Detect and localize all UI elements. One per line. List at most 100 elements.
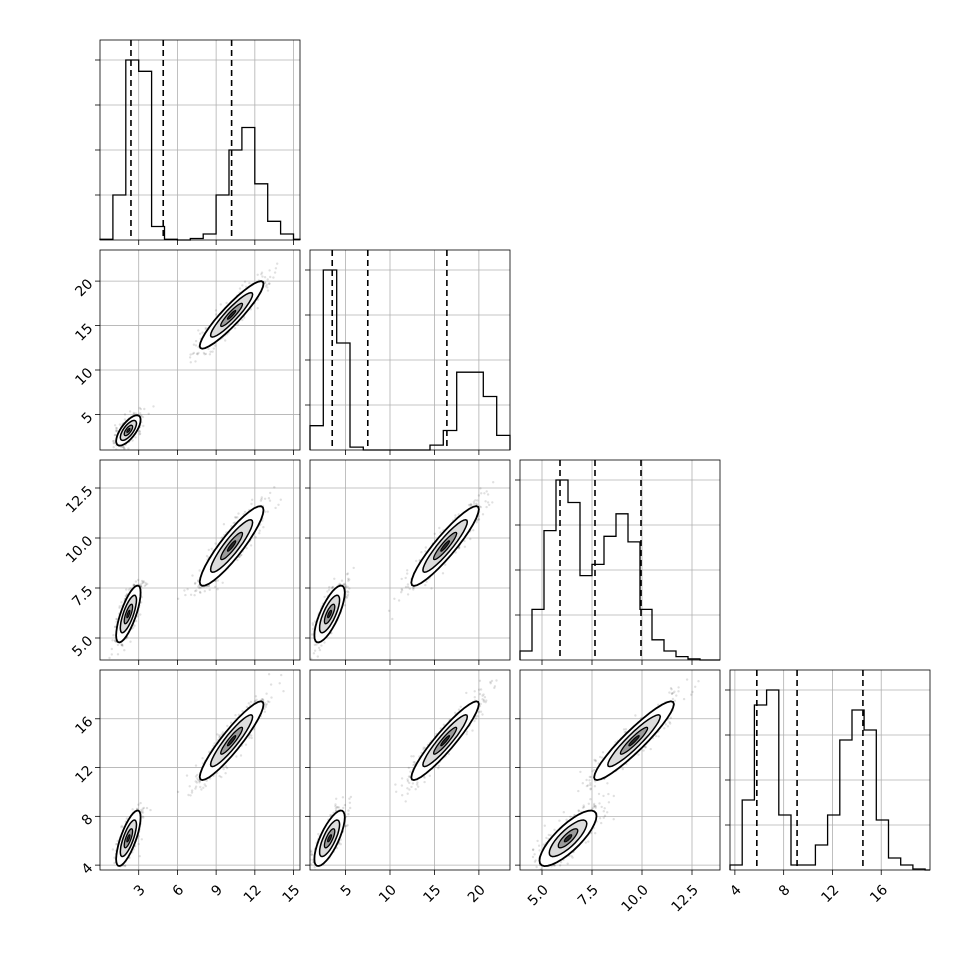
sample-point [412, 586, 415, 589]
x-tick-label: 3 [131, 882, 149, 900]
contour-core [226, 540, 237, 552]
sample-point [113, 433, 117, 437]
sample-point [243, 510, 247, 514]
sample-point [269, 491, 272, 495]
sample-point [250, 736, 253, 740]
sample-point [199, 785, 202, 789]
sample-point [127, 588, 131, 591]
sample-point [346, 585, 349, 588]
sample-point [387, 609, 391, 612]
contour-core [126, 833, 131, 843]
sample-point [142, 806, 146, 810]
sample-point [113, 424, 117, 427]
sample-point [251, 498, 254, 501]
x-tick-label: 10 [376, 882, 400, 906]
sample-point [240, 553, 243, 557]
sample-point [479, 487, 482, 490]
sample-point [408, 781, 411, 785]
sample-point [189, 794, 192, 797]
sample-point [177, 597, 180, 600]
sample-point [256, 307, 259, 310]
sample-point [310, 633, 314, 636]
sample-point [439, 531, 442, 534]
sample-point [400, 577, 403, 581]
sample-point [342, 806, 345, 810]
sample-point [412, 586, 415, 589]
sample-point [144, 583, 148, 586]
sample-point [433, 532, 436, 535]
sample-point [140, 579, 144, 583]
sample-point [447, 752, 450, 756]
sample-point [123, 413, 127, 416]
sample-point [137, 835, 141, 838]
sample-point [238, 287, 242, 290]
sample-point [133, 624, 136, 627]
sample-point [475, 521, 478, 524]
sample-point [344, 586, 348, 589]
sample-point [205, 554, 209, 558]
sample-point [310, 853, 313, 856]
sample-point [144, 581, 147, 585]
sample-point [264, 703, 267, 707]
y-tick-label: 15 [72, 321, 96, 345]
sample-point [194, 764, 198, 767]
sample-point [333, 577, 336, 580]
sample-point [260, 698, 264, 701]
sample-point [312, 652, 316, 655]
sample-point [134, 436, 137, 439]
sample-point [141, 809, 144, 812]
sample-point [141, 415, 145, 419]
sample-point [134, 412, 137, 415]
sample-point [313, 643, 316, 647]
sample-point [406, 593, 410, 596]
x-tick-label: 8 [776, 882, 794, 900]
sample-point [190, 789, 194, 792]
sample-point [185, 774, 189, 777]
sample-point [475, 502, 478, 505]
sample-point [477, 494, 481, 497]
sample-point [142, 424, 145, 428]
sample-point [115, 426, 118, 430]
sample-point [229, 721, 233, 724]
contour-core [126, 427, 131, 433]
sample-point [120, 826, 123, 829]
sample-point [316, 655, 319, 658]
sample-point [491, 501, 494, 504]
sample-point [139, 613, 142, 616]
sample-point [232, 521, 235, 525]
sample-point [237, 512, 240, 515]
sample-point [320, 644, 323, 647]
sample-point [260, 273, 263, 276]
sample-point [201, 331, 204, 334]
sample-point [267, 282, 271, 285]
sample-point [347, 809, 350, 812]
sample-point [477, 518, 481, 521]
sample-point [140, 414, 143, 418]
sample-point [198, 586, 201, 590]
sample-point [134, 619, 138, 623]
sample-point [239, 754, 243, 757]
sample-point [194, 581, 197, 585]
sample-point [343, 803, 347, 807]
x-tick-label: 9 [208, 882, 226, 900]
sample-point [305, 634, 307, 636]
sample-point [123, 649, 126, 652]
sample-point [197, 585, 200, 588]
sample-point [327, 588, 331, 591]
sample-point [345, 596, 348, 600]
sample-point [142, 581, 145, 584]
sample-point [118, 875, 120, 877]
sample-point [139, 583, 142, 587]
sample-point [485, 490, 488, 493]
sample-point [141, 815, 144, 818]
sample-point [115, 429, 119, 433]
sample-point [207, 347, 210, 351]
sample-point [189, 361, 192, 364]
sample-point [194, 344, 198, 347]
sample-point [188, 785, 191, 788]
sample-point [264, 285, 267, 288]
sample-point [132, 412, 136, 416]
sample-point [395, 790, 398, 793]
sample-point [347, 591, 350, 594]
sample-point [138, 432, 142, 435]
